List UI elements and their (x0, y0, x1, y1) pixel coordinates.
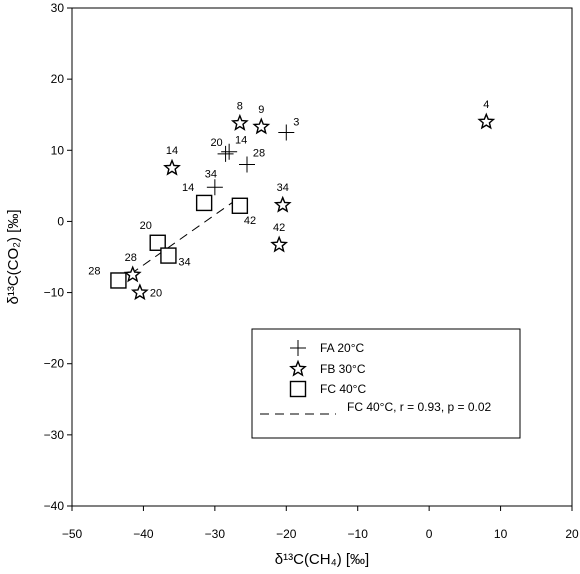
x-tick-label: −50 (62, 527, 83, 541)
point-labels: 3 14 20 28 34 4 8 9 14 34 42 28 20 14 42 20 34 28 (88, 99, 489, 300)
y-tick-label: −10 (44, 286, 65, 300)
x-tick-label: 10 (494, 527, 508, 541)
fb-point-label: 20 (150, 288, 162, 300)
fa-point-3 (278, 124, 295, 141)
x-axis-label: δ¹³C(CH₄) [‰] (275, 551, 369, 568)
fc-point-28 (110, 272, 127, 289)
fc-40-fit-line (118, 196, 241, 284)
data-points (110, 112, 496, 301)
x-tick-label: −10 (348, 527, 369, 541)
legend-items: FA 20°C FB 30°C FC 40°C FC 40°C, r = 0.93, … (260, 340, 492, 415)
fa-point-label: 20 (210, 137, 222, 149)
legend-fc-label: FC 40°C (320, 382, 366, 396)
fb-point-label: 9 (258, 104, 264, 116)
fc-point-label: 14 (182, 182, 194, 194)
y-tick-label: 20 (51, 72, 65, 86)
x-tick-label: −30 (205, 527, 226, 541)
fb-point-34 (273, 195, 292, 213)
legend-fb-label: FB 30°C (320, 362, 366, 376)
legend-fc-marker (289, 380, 307, 398)
fb-point-label: 42 (273, 222, 285, 234)
fa-point-label: 14 (235, 135, 247, 147)
x-tick-label: 20 (565, 527, 579, 541)
fa-point-28 (239, 156, 255, 173)
y-axis-label: δ¹³C(CO₂) [‰] (5, 210, 22, 305)
axis-ticks: −50 −40 −30 −20 −10 0 10 20 −40 −30 −20 −10 0 10 20 30 (44, 1, 579, 541)
legend-fa-label: FA 20°C (320, 341, 364, 355)
fb-point-14 (163, 158, 181, 176)
legend-fa-marker (290, 340, 306, 356)
fb-point-28 (123, 265, 142, 283)
fa-point-14 (221, 143, 238, 160)
fc-point-label: 42 (244, 215, 256, 227)
y-tick-label: −40 (44, 499, 65, 513)
fb-point-8 (230, 113, 249, 131)
fc-point-42 (231, 197, 249, 214)
legend-fit-label: FC 40°C, r = 0.93, p = 0.02 (347, 400, 492, 414)
fc-point-34 (160, 247, 177, 264)
legend-fb-marker (289, 359, 307, 377)
y-tick-label: 10 (51, 143, 65, 157)
x-tick-label: 0 (426, 527, 433, 541)
y-tick-label: 30 (51, 1, 65, 15)
fb-point-label: 34 (277, 182, 289, 194)
fb-point-label: 14 (166, 145, 178, 157)
fit-line-layer (118, 196, 241, 284)
fb-point-4 (477, 112, 496, 130)
fa-point-34 (206, 179, 223, 196)
x-tick-label: −20 (276, 527, 297, 541)
fb-point-9 (252, 117, 271, 135)
fc-point-14 (195, 194, 213, 212)
fa-point-label: 3 (293, 117, 299, 129)
fc-point-label: 28 (88, 265, 100, 277)
fc-point-20 (149, 234, 166, 251)
x-tick-label: −40 (133, 527, 154, 541)
y-tick-label: −30 (44, 428, 65, 442)
fa-point-label: 34 (205, 168, 217, 180)
fa-point-label: 28 (253, 148, 265, 160)
fb-point-label: 28 (125, 252, 137, 264)
y-tick-label: 0 (57, 214, 64, 228)
legend: FA 20°C FB 30°C FC 40°C FC 40°C, r = 0.93, … (251, 328, 521, 439)
fb-point-label: 4 (483, 99, 489, 111)
plot-frame (71, 7, 573, 507)
fb-point-20 (130, 283, 149, 301)
fb-point-label: 8 (237, 100, 243, 112)
y-tick-label: −20 (44, 357, 65, 371)
fc-point-label: 34 (178, 257, 190, 269)
fa-point-20 (217, 145, 234, 162)
fc-point-label: 20 (140, 220, 152, 232)
fb-point-42 (270, 235, 289, 253)
